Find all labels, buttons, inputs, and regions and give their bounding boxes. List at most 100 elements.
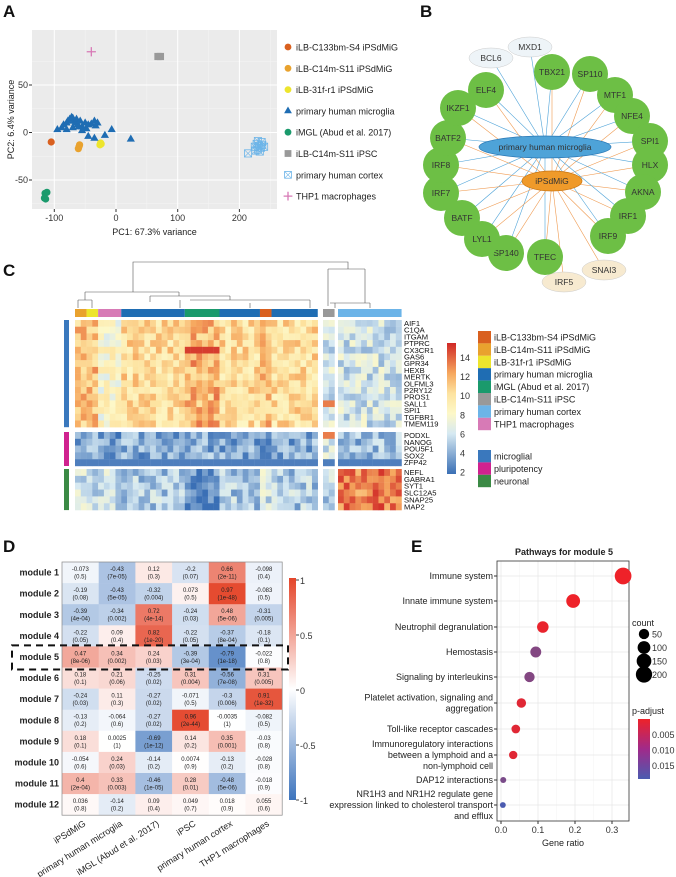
heatmap-cell [242,475,249,483]
heatmap-cell [384,407,391,414]
heatmap-cell [190,400,197,408]
series-0 [47,138,55,146]
heatmap-cell [115,393,122,401]
heatmap-cell [328,326,335,334]
heatmap-cell [248,380,255,388]
heatmap-cell [190,373,197,381]
p-value: (0.03) [73,701,89,707]
heatmap-cell [300,432,307,439]
heatmap-cell [150,469,157,477]
heatmap-cell [155,407,162,414]
heatmap-cell [349,387,356,394]
heatmap-cell [372,360,379,368]
legend-label: iMGL (Abud et al. 2017) [494,382,589,392]
p-value: (7e-05) [107,575,126,581]
heatmap-cell [254,496,261,504]
heatmap-cell [92,489,99,497]
heatmap-cell [288,489,295,497]
p-value: (0.2) [221,764,233,770]
heatmap-cell [132,320,139,327]
heatmap-cell [115,387,122,394]
heatmap-cell [271,496,278,504]
heatmap-cell [259,482,266,490]
matrix-cell [172,625,210,647]
heatmap-cell [213,438,220,446]
heatmap-cell [92,445,99,453]
heatmap-cell [288,400,295,408]
heatmap-cell [294,413,301,421]
heatmap-cell [144,452,151,460]
heatmap-cell [306,459,313,467]
heatmap-cell [328,503,335,511]
heatmap-cell [338,452,344,460]
heatmap-cell [75,387,81,394]
heatmap-cell [196,380,203,388]
heatmap-cell [98,482,105,490]
correlation-value: -0.14 [110,799,124,805]
heatmap-cell [311,503,318,511]
data-point [251,146,260,155]
pathway-label: non-lymphoid cell [423,761,493,771]
row-label: module 5 [19,652,59,662]
heatmap-cell [323,373,329,381]
heatmap-cell [236,452,243,460]
heatmap-cell [144,333,151,341]
heatmap-cell [395,407,402,414]
heatmap-cell [207,438,214,446]
heatmap-cell [196,445,203,453]
heatmap-cell [328,333,335,341]
gene-label: TGFBR1 [404,413,434,422]
heatmap-cell [361,445,368,453]
heatmap-cell [384,366,391,374]
heatmap-cell [378,420,385,428]
heatmap-cell [207,407,214,414]
matrix-cell [208,604,246,626]
heatmap-cell [173,413,180,421]
correlation-value: -0.32 [147,588,161,594]
heatmap-cell [80,366,87,374]
node-ellipse [507,36,553,58]
heatmap-cell [259,503,266,511]
heatmap-cell [225,469,232,477]
heatmap-cell [311,400,318,408]
row-label: module 1 [19,568,59,578]
matrix-cell [208,583,246,605]
heatmap-cell [361,400,368,408]
heatmap-cell [328,452,335,460]
heatmap-cell [288,346,295,354]
heatmap-cell [86,346,93,354]
heatmap-cell [328,445,335,453]
heatmap-cell [349,393,356,401]
heatmap-cell [361,475,368,483]
heatmap-cell [92,326,99,334]
heatmap-cell [161,346,168,354]
heatmap-cell [254,413,261,421]
heatmap-cell [98,496,105,504]
heatmap-cell [196,353,203,361]
heatmap-cell [86,393,93,401]
matrix-cell [172,667,210,689]
heatmap-cell [294,333,301,341]
heatmap-cell [283,326,290,334]
heatmap-cell [361,452,368,460]
p-value: (0.004) [181,680,200,686]
x-tick-label: 0.3 [606,825,619,835]
heatmap-cell [254,420,261,428]
correlation-value: -0.13 [220,757,234,763]
heatmap-cell [300,459,307,467]
correlation-value: 0.82 [148,630,160,636]
heatmap-cell [213,452,220,460]
heatmap-cell [355,353,362,361]
heatmap-cell [196,333,203,341]
heatmap-cell [355,482,362,490]
expression-heatmap [75,320,402,511]
heatmap-cell [231,438,238,446]
legend-label: iLB-C14m-S11 iPSdMiG [296,64,392,74]
heatmap-cell [378,320,385,327]
correlation-value: -0.19 [74,588,88,594]
heatmap-cell [115,353,122,361]
x-tick-label: 0.2 [569,825,582,835]
heatmap-cell [338,320,344,327]
heatmap-cell [311,333,318,341]
heatmap-cell [196,459,203,467]
